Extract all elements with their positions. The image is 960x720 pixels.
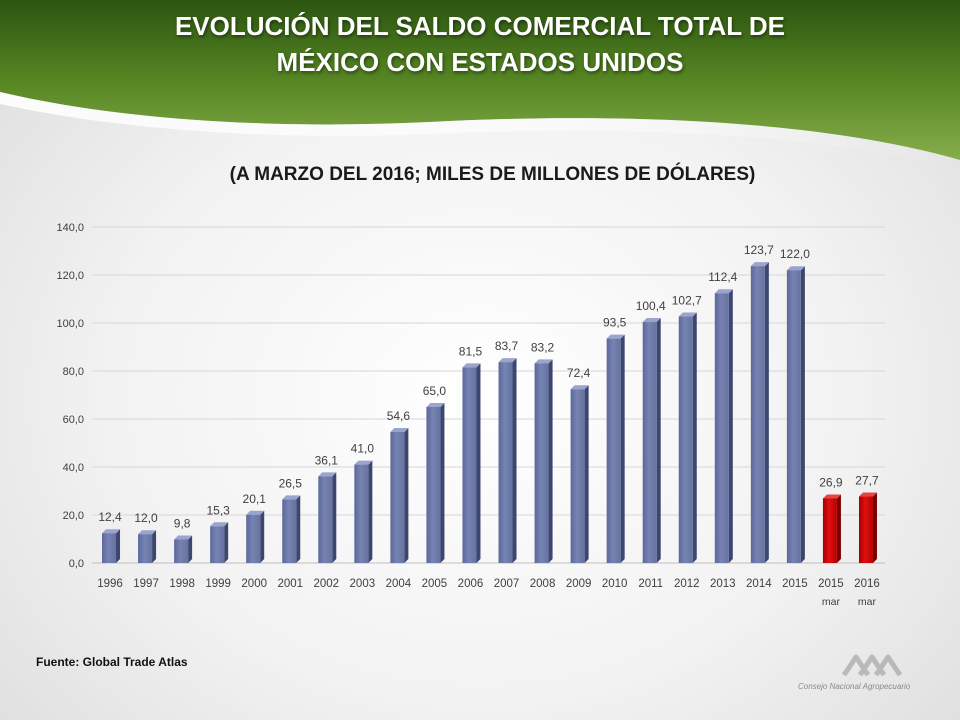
- data-label: 27,7: [855, 474, 879, 488]
- data-label: 12,0: [134, 511, 158, 525]
- bar: [570, 385, 589, 563]
- data-label: 26,9: [819, 475, 843, 489]
- source-note: Fuente: Global Trade Atlas: [36, 655, 188, 669]
- data-labels: 12,4 12,0 9,8 15,3 20,1 26,5 36,1 41,0 54,6 65,0 8…: [98, 243, 879, 530]
- x-tick-label: 2004: [386, 578, 412, 590]
- data-label: 15,3: [206, 503, 230, 517]
- x-tick-label: 1997: [133, 578, 159, 590]
- bar: [426, 403, 445, 563]
- bar: [858, 492, 877, 563]
- x-tick-label: 2003: [350, 578, 376, 590]
- data-label: 102,7: [672, 294, 702, 308]
- bar: [210, 522, 229, 563]
- data-label: 72,4: [567, 366, 591, 380]
- x-tick-label: 2002: [313, 578, 339, 590]
- x-tick-label: 2011: [638, 578, 663, 590]
- bar: [102, 529, 121, 563]
- y-tick-label: 60,0: [63, 414, 84, 426]
- data-label: 112,4: [708, 270, 737, 284]
- bar: [606, 334, 625, 563]
- chart-subtitle: (A MARZO DEL 2016; MILES DE MILLONES DE …: [229, 164, 756, 185]
- x-tick-label: 1996: [97, 578, 123, 590]
- bars: [102, 262, 877, 563]
- x-tick-sublabel: mar: [822, 596, 841, 608]
- page-title: EVOLUCIÓN DEL SALDO COMERCIAL TOTAL DE M…: [0, 8, 960, 80]
- bar: [138, 530, 157, 563]
- data-label: 81,5: [459, 344, 483, 358]
- x-tick-label: 1999: [205, 578, 231, 590]
- y-tick-label: 20,0: [63, 510, 84, 522]
- data-label: 93,5: [603, 316, 627, 330]
- data-label: 20,1: [243, 492, 267, 506]
- y-tick-label: 0,0: [69, 558, 84, 570]
- x-axis: 1996 1997 1998 1999 2000 2001 2002 2003 2004 2005…: [97, 578, 880, 608]
- data-label: 36,1: [315, 453, 339, 467]
- data-label: 123,7: [744, 243, 774, 257]
- y-tick-label: 140,0: [56, 222, 84, 234]
- data-label: 83,2: [531, 340, 555, 354]
- y-axis: 0,0 20,0 40,0 60,0 80,0 100,0 120,0 140,0: [56, 222, 84, 570]
- x-tick-sublabel: mar: [858, 596, 877, 608]
- x-tick-label: 2006: [458, 578, 484, 590]
- x-tick-label: 2007: [494, 578, 520, 590]
- bar: [282, 495, 301, 563]
- bar: [714, 289, 733, 563]
- x-tick-label: 2015: [818, 578, 844, 590]
- bar: [246, 510, 265, 563]
- bar: [390, 427, 409, 563]
- x-tick-label: 2016: [854, 578, 880, 590]
- data-label: 100,4: [636, 299, 666, 313]
- cna-logo-icon: [841, 654, 903, 677]
- bar: [678, 312, 697, 563]
- bar: [174, 535, 193, 563]
- bar: [462, 363, 481, 563]
- data-label: 26,5: [279, 476, 303, 490]
- bar: [786, 266, 805, 563]
- bar: [750, 262, 769, 563]
- y-tick-label: 40,0: [63, 462, 84, 474]
- x-tick-label: 2010: [602, 578, 628, 590]
- x-tick-label: 2015: [782, 578, 808, 590]
- title-line-2: MÉXICO CON ESTADOS UNIDOS: [276, 47, 684, 77]
- y-tick-label: 120,0: [56, 270, 84, 282]
- bar: [354, 460, 373, 563]
- header-banner: [0, 0, 960, 170]
- logo-caption: Consejo Nacional Agropecuario: [798, 682, 911, 691]
- title-line-1: EVOLUCIÓN DEL SALDO COMERCIAL TOTAL DE: [174, 11, 786, 41]
- x-tick-label: 2014: [746, 578, 772, 590]
- data-label: 65,0: [423, 384, 447, 398]
- data-label: 83,7: [495, 339, 519, 353]
- bar: [822, 494, 841, 563]
- x-tick-label: 1998: [169, 578, 195, 590]
- gridlines: [92, 226, 885, 564]
- data-label: 41,0: [351, 442, 375, 456]
- bar: [498, 358, 517, 563]
- x-tick-label: 2012: [674, 578, 700, 590]
- bar: [318, 472, 337, 563]
- x-tick-label: 2008: [530, 578, 556, 590]
- data-label: 122,0: [780, 247, 810, 261]
- x-tick-label: 2005: [422, 578, 448, 590]
- y-tick-label: 100,0: [56, 318, 84, 330]
- y-tick-label: 80,0: [63, 366, 84, 378]
- x-tick-label: 2001: [277, 578, 303, 590]
- data-label: 54,6: [387, 409, 411, 423]
- x-tick-label: 2000: [241, 578, 267, 590]
- x-tick-label: 2013: [710, 578, 736, 590]
- data-label: 12,4: [98, 510, 122, 524]
- bar: [534, 359, 553, 563]
- bar: [642, 318, 661, 563]
- x-tick-label: 2009: [566, 578, 592, 590]
- data-label: 9,8: [174, 516, 191, 530]
